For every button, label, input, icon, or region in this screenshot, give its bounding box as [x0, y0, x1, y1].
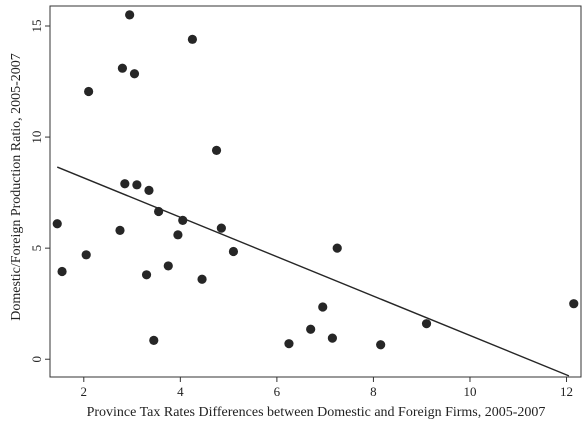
x-tick-label: 8: [370, 384, 377, 399]
y-axis-ticks: 0 5 10 15: [29, 19, 50, 362]
plot-border: [49, 5, 582, 378]
y-axis-label: Domestic/Foreign Production Ratio, 2005-…: [9, 53, 24, 321]
fit-line-group: [56, 166, 570, 377]
y-tick-label: 15: [29, 19, 44, 32]
data-point: [197, 274, 207, 284]
data-point: [173, 230, 183, 240]
data-point: [120, 179, 130, 189]
data-point: [187, 34, 198, 44]
data-points: [52, 10, 579, 350]
fit-line: [56, 166, 570, 377]
data-point: [178, 215, 188, 225]
data-point: [117, 63, 128, 73]
data-point: [52, 219, 62, 229]
data-point: [216, 223, 226, 233]
data-point: [163, 261, 173, 271]
data-point: [306, 324, 316, 334]
x-tick-label: 6: [274, 384, 281, 399]
data-point: [57, 266, 67, 277]
data-point: [228, 246, 239, 257]
x-axis-label: Province Tax Rates Differences between D…: [87, 405, 546, 420]
data-point: [81, 250, 91, 260]
x-tick-label: 12: [560, 384, 573, 399]
y-tick-label: 10: [29, 131, 44, 144]
data-point: [284, 339, 294, 349]
data-point: [376, 340, 386, 350]
data-point: [149, 335, 159, 345]
data-point: [84, 86, 94, 97]
data-point: [132, 180, 142, 190]
y-tick-label: 0: [29, 356, 44, 363]
data-point: [125, 10, 135, 20]
y-tick-label: 5: [29, 245, 44, 252]
x-tick-label: 4: [177, 384, 184, 399]
data-point: [421, 319, 432, 329]
data-point: [211, 145, 222, 156]
x-tick-label: 10: [463, 384, 476, 399]
x-tick-label: 2: [81, 384, 88, 399]
data-point: [144, 185, 154, 195]
data-point: [327, 333, 337, 343]
data-point: [154, 206, 164, 217]
data-point: [141, 270, 152, 280]
data-point: [318, 302, 328, 312]
plot-frame: [49, 5, 582, 378]
data-point: [129, 69, 140, 79]
x-axis-ticks: 2 4 6 8 10 12: [81, 377, 573, 399]
data-point: [569, 299, 579, 309]
data-point: [115, 225, 125, 235]
data-point: [332, 243, 342, 253]
